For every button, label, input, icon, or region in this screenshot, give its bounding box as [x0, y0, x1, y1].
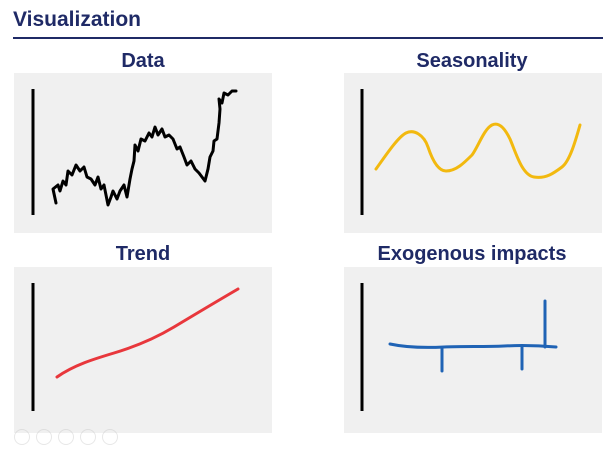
seasonality-chart — [360, 89, 582, 215]
slide-nav — [14, 429, 118, 447]
panel-trend — [14, 267, 272, 433]
dot-icon[interactable] — [80, 429, 96, 445]
panel-title-data: Data — [121, 50, 165, 72]
dot-icon[interactable] — [102, 429, 118, 445]
panel-title-seasonality: Seasonality — [416, 50, 528, 72]
dot-icon[interactable] — [58, 429, 74, 445]
title-divider — [13, 37, 603, 39]
panel-seasonality — [344, 73, 602, 233]
exogenous-series-line — [388, 342, 558, 349]
trend-series-line — [55, 287, 240, 379]
dot-icon[interactable] — [36, 429, 52, 445]
seasonality-series-line — [374, 122, 582, 179]
panel-title-exogenous: Exogenous impacts — [377, 243, 567, 265]
data-series-line — [51, 89, 238, 207]
data-chart — [31, 89, 238, 215]
trend-chart — [31, 283, 240, 411]
panel-data — [14, 73, 272, 233]
dot-icon[interactable] — [14, 429, 30, 445]
panel-exogenous — [344, 267, 602, 433]
exogenous-chart — [360, 283, 558, 411]
panel-title-trend: Trend — [115, 243, 171, 265]
slide-title: Visualization — [13, 8, 141, 31]
